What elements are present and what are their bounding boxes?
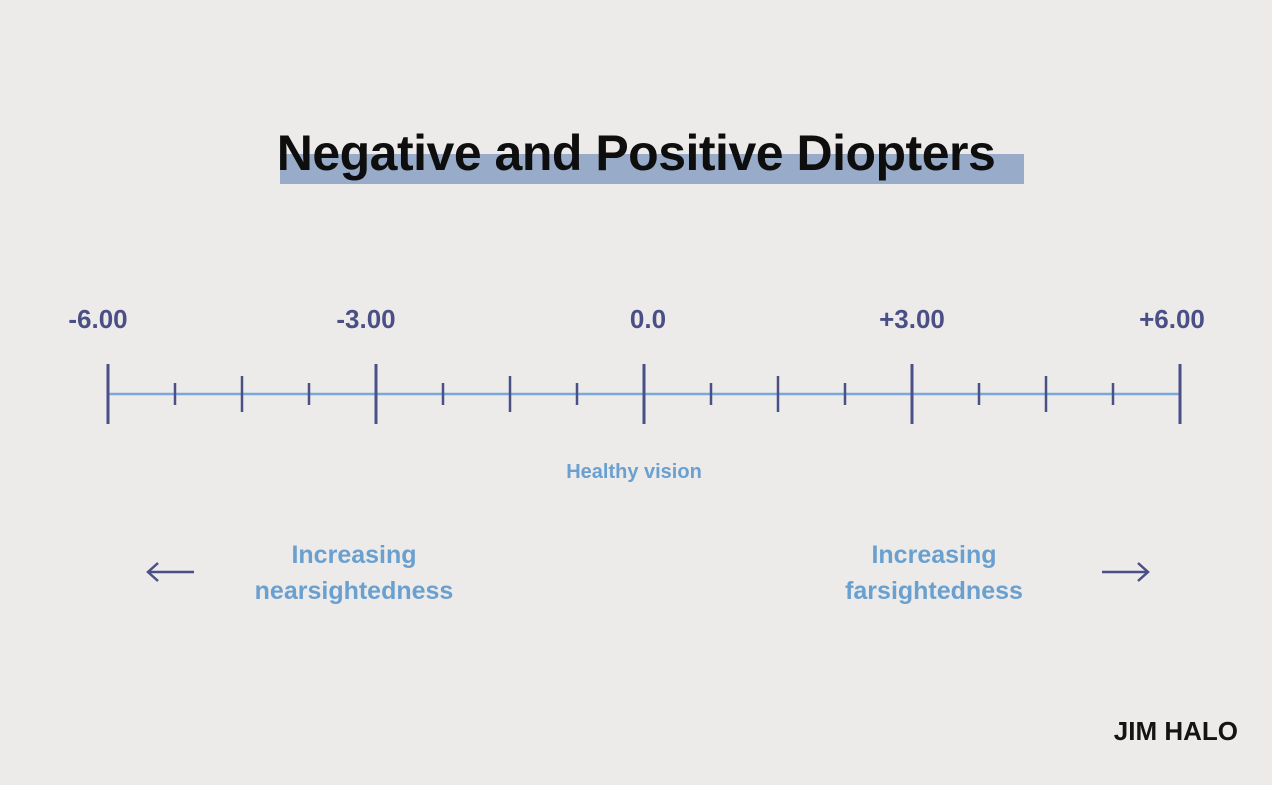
farsightedness-label: Increasing farsightedness	[794, 537, 1074, 609]
title-highlight-bar	[280, 154, 1024, 184]
scale-ticks	[106, 364, 1182, 424]
tick-label-minus-6: -6.00	[68, 304, 128, 334]
nearsightedness-label: Increasing nearsightedness	[214, 537, 494, 609]
tick-label-zero: 0.0	[629, 304, 667, 334]
healthy-vision-label: Healthy vision	[566, 461, 702, 483]
page-title: Negative and Positive Diopters	[276, 125, 996, 181]
tick-label-minus-3: -3.00	[336, 304, 396, 334]
farsightedness-label-line1: Increasing	[871, 541, 997, 569]
farsightedness-label-line2: farsightedness	[845, 577, 1023, 605]
title-block: Negative and Positive Diopters	[0, 118, 1272, 198]
nearsightedness-label-line1: Increasing	[291, 541, 417, 569]
brand-logo: JIM HALO	[1113, 716, 1238, 746]
arrow-left-icon	[146, 562, 194, 582]
tick-label-plus-6: +6.00	[1139, 304, 1205, 334]
arrow-right-icon	[1102, 562, 1150, 582]
tick-label-plus-3: +3.00	[879, 304, 945, 334]
diopter-scale	[106, 364, 1182, 424]
nearsightedness-label-line2: nearsightedness	[254, 577, 454, 605]
